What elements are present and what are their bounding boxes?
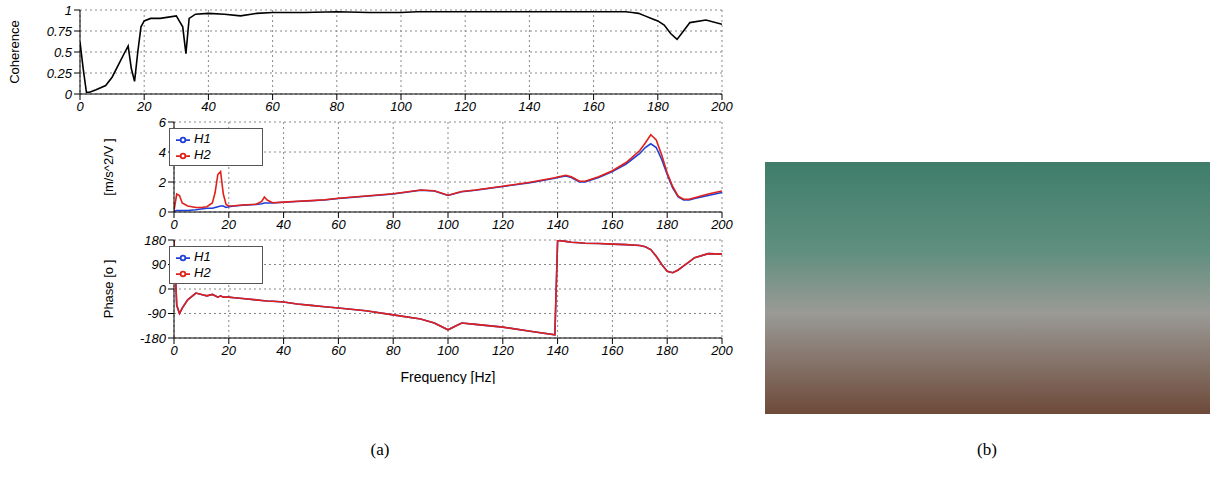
html-text:(a): (a)	[370, 440, 390, 459]
svg-text:20: 20	[221, 343, 237, 358]
svg-text:6: 6	[159, 116, 167, 130]
html-text:H2: H2	[194, 265, 211, 280]
svg-text:100: 100	[437, 217, 459, 232]
svg-text:20: 20	[136, 99, 152, 114]
svg-text:200: 200	[710, 343, 733, 358]
svg-text:100: 100	[437, 343, 459, 358]
svg-text:60: 60	[265, 99, 280, 114]
html-text:H1: H1	[194, 131, 211, 146]
svg-text:180: 180	[656, 343, 678, 358]
svg-text:-180: -180	[140, 331, 167, 346]
svg-text:40: 40	[276, 217, 291, 232]
svg-text:0: 0	[159, 205, 167, 220]
svg-text:80: 80	[386, 343, 401, 358]
svg-text:90: 90	[152, 257, 167, 272]
svg-text:0: 0	[76, 99, 84, 114]
svg-text:140: 140	[519, 99, 541, 114]
svg-text:0.75: 0.75	[47, 24, 73, 39]
svg-text:80: 80	[330, 99, 345, 114]
html-text:(b): (b)	[977, 440, 997, 459]
svg-text:0: 0	[170, 217, 178, 232]
svg-text:20: 20	[221, 217, 237, 232]
html-text:H1: H1	[194, 249, 211, 264]
svg-text:200: 200	[710, 217, 733, 232]
svg-text:2: 2	[158, 175, 167, 190]
svg-text:140: 140	[547, 343, 569, 358]
svg-text:[m/s^2/V ]: [m/s^2/V ]	[101, 138, 116, 195]
svg-text:80: 80	[386, 217, 401, 232]
svg-text:160: 160	[583, 99, 605, 114]
svg-text:100: 100	[390, 99, 412, 114]
svg-text:180: 180	[144, 234, 166, 248]
svg-text:120: 120	[454, 99, 476, 114]
svg-text:120: 120	[492, 217, 514, 232]
svg-text:0: 0	[65, 87, 73, 102]
svg-text:Coherence: Coherence	[7, 20, 22, 84]
svg-text:Phase [o ]: Phase [o ]	[101, 260, 116, 319]
svg-text:40: 40	[201, 99, 216, 114]
svg-text:0: 0	[170, 343, 178, 358]
svg-text:140: 140	[547, 217, 569, 232]
svg-text:60: 60	[331, 217, 346, 232]
svg-text:160: 160	[602, 217, 624, 232]
svg-text:40: 40	[276, 343, 291, 358]
svg-text:180: 180	[647, 99, 669, 114]
svg-text:200: 200	[710, 99, 733, 114]
svg-text:60: 60	[331, 343, 346, 358]
svg-text:Frequency [Hz]: Frequency [Hz]	[401, 369, 496, 384]
svg-text:4: 4	[159, 145, 166, 160]
svg-text:0.5: 0.5	[54, 45, 73, 60]
svg-text:180: 180	[656, 217, 678, 232]
svg-text:0: 0	[159, 282, 167, 297]
html-text:H2: H2	[194, 147, 211, 162]
svg-text:160: 160	[602, 343, 624, 358]
svg-text:-90: -90	[147, 306, 167, 321]
svg-text:120: 120	[492, 343, 514, 358]
svg-text:0.25: 0.25	[47, 66, 73, 81]
svg-text:1: 1	[65, 4, 72, 18]
